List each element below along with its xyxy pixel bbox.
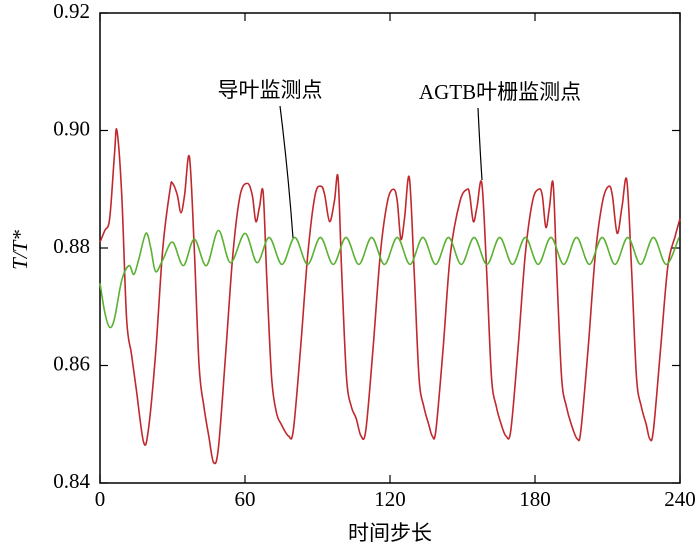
x-tick-label: 240 (664, 487, 696, 511)
x-tick-label: 60 (235, 487, 256, 511)
series-line (99, 229, 680, 329)
y-tick-label: 0.90 (53, 116, 90, 140)
x-axis-label: 时间步长 (348, 521, 432, 545)
plot-frame (99, 12, 681, 484)
x-tick-label: 0 (95, 487, 106, 511)
series-line (99, 128, 681, 465)
y-axis-label: T/T* (8, 230, 32, 270)
x-tick-label: 180 (519, 487, 551, 511)
y-tick-label: 0.84 (53, 469, 90, 493)
leader-line (279, 105, 294, 239)
y-tick-label: 0.86 (53, 351, 90, 375)
leader-line (477, 107, 483, 181)
annotation: 导叶监测点 (218, 78, 323, 102)
annotation: AGTB叶栅监测点 (419, 80, 581, 104)
y-tick-label: 0.92 (53, 0, 90, 23)
y-tick-label: 0.88 (53, 234, 90, 258)
x-tick-label: 120 (374, 487, 406, 511)
